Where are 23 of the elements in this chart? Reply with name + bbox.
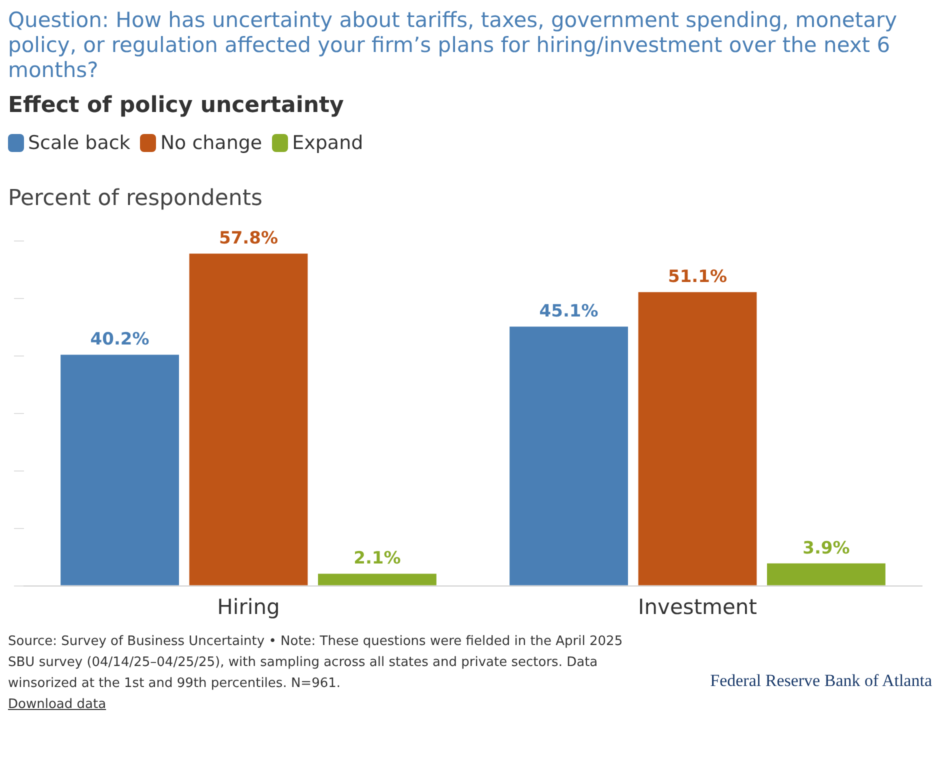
data-label: 40.2%: [90, 330, 150, 350]
bar: [638, 292, 757, 586]
data-label: 51.1%: [668, 267, 727, 288]
chart-title: Question: How has uncertainty about tariffs, taxes, government spending, monetary policy, or regulation affected your firm’s plans for hiring/investment over the next 6 months?: [8, 8, 898, 83]
bar: [318, 574, 436, 586]
bar: [510, 326, 628, 586]
y-axis-title: Percent of respondents: [8, 186, 264, 211]
bar: [60, 354, 179, 586]
data-label: 2.1%: [354, 548, 401, 569]
data-label: 3.9%: [802, 538, 850, 558]
legend-label: Scale back: [28, 132, 130, 154]
data-label: 57.8%: [219, 228, 278, 249]
data-label: 45.1%: [539, 302, 598, 322]
legend-label: Expand: [292, 132, 364, 154]
bar: [767, 563, 886, 586]
bar: [189, 254, 308, 586]
chart-subtitle: Effect of policy uncertainty: [8, 93, 345, 118]
legend-label: No change: [160, 132, 262, 154]
source-note: Source: Survey of Business Uncertainty • Note: These questions were fielded in the April 2025 SBU survey (04/14/25–04/25/25), with sampling across all states and private sectors. Data winsorized at the 1st and 99th percentiles. N=961.: [8, 633, 624, 693]
x-tick-label: Investment: [638, 594, 757, 619]
x-tick-label: Hiring: [217, 594, 280, 619]
text: Federal Reserve Bank of Atlanta: [710, 670, 932, 691]
text: Download data: [8, 696, 108, 714]
